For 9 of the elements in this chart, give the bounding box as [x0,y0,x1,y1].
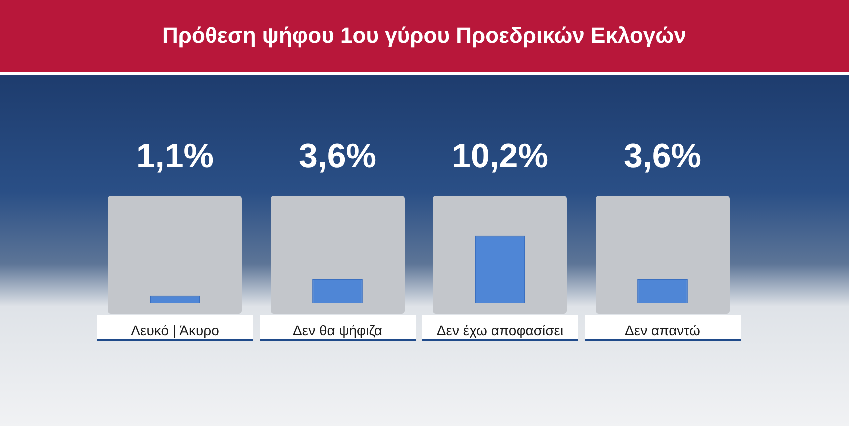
data-label: 3,6% [299,137,376,176]
data-label: 3,6% [624,137,702,176]
x-tick-label: Λευκό | Άκυρο [131,322,220,338]
x-tick-label: Δεν έχω αποφασίσει [436,322,564,338]
chart-title: Πρόθεση ψήφου 1ου γύρου Προεδρικών Εκλογών [0,0,849,75]
data-label: 10,2% [452,137,548,176]
data-label: 1,1% [136,137,214,176]
x-tick-label: Δεν θα ψήφιζα [292,322,383,338]
x-tick-label: Δεν απαντώ [625,322,701,338]
